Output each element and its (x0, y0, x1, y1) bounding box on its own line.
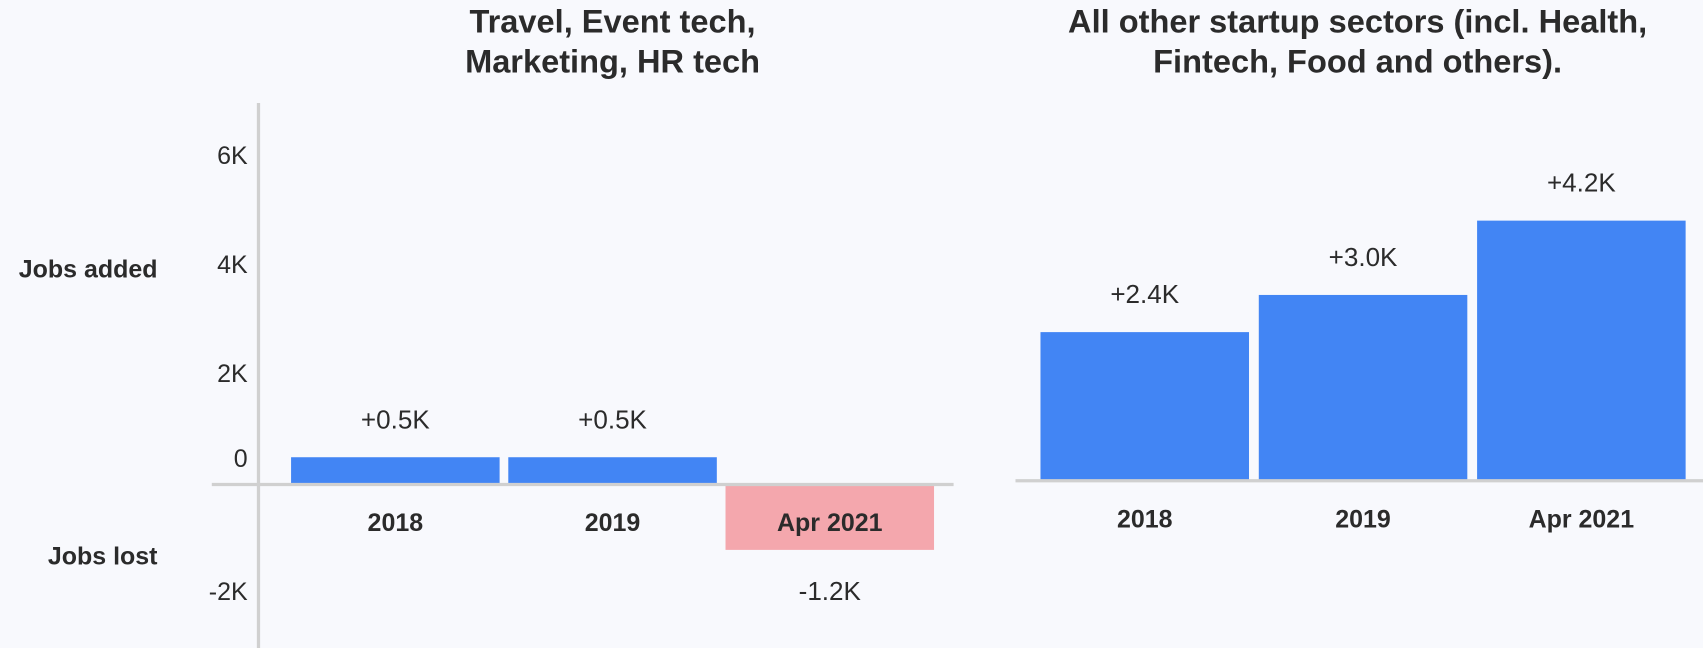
annotation: Jobs lost (48, 543, 158, 571)
x-tick-label: 2018 (1117, 505, 1173, 533)
chart-title: All other startup sectors (incl. Health, (1068, 3, 1647, 39)
annotation: Jobs added (19, 256, 158, 284)
bar (725, 484, 935, 550)
y-tick-label: 4K (217, 251, 248, 279)
x-tick-label: 2019 (585, 509, 641, 537)
x-tick-label: 2018 (368, 509, 424, 537)
value-label: +2.4K (1110, 279, 1179, 309)
value-label: +0.5K (361, 404, 430, 434)
chart-title: Travel, Event tech, (470, 3, 756, 39)
x-tick-label: 2019 (1335, 505, 1391, 533)
chart-title: Marketing, HR tech (465, 44, 760, 80)
y-tick-label: 6K (217, 142, 248, 170)
bar (1040, 332, 1250, 481)
bar (1477, 220, 1686, 481)
bar (291, 457, 500, 485)
x-tick-label: Apr 2021 (777, 509, 883, 537)
bar (508, 457, 717, 485)
x-tick-label: Apr 2021 (1529, 505, 1635, 533)
value-label: +0.5K (578, 404, 647, 434)
y-tick-label: -2K (209, 578, 248, 606)
bar (1258, 294, 1468, 481)
value-label: +3.0K (1329, 242, 1398, 272)
chart-title: Fintech, Food and others). (1153, 44, 1562, 80)
value-label: +4.2K (1547, 168, 1616, 198)
y-tick-label: 0 (234, 445, 248, 473)
value-label: -1.2K (799, 576, 862, 606)
y-tick-label: 2K (217, 360, 248, 388)
